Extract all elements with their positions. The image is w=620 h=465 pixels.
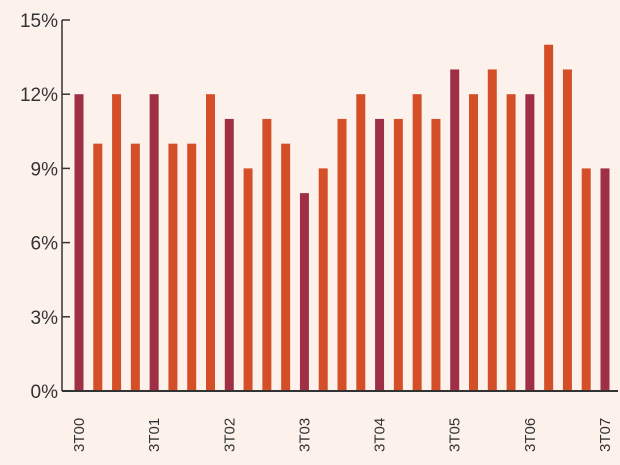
x-tick-label: 3T05 <box>447 418 464 452</box>
bar <box>224 118 234 391</box>
y-tick-label: 6% <box>31 234 59 255</box>
y-axis-ticks: 0% 3% 6% 9% 12% 15% <box>20 11 70 403</box>
bar <box>243 168 253 391</box>
bar <box>112 94 122 391</box>
x-axis-labels: 3T00 3T01 3T02 3T03 3T04 3T05 3T06 3T07 <box>71 418 614 452</box>
y-tick-label: 9% <box>31 159 59 180</box>
x-tick-label: 3T02 <box>221 418 238 452</box>
bar <box>600 168 610 391</box>
x-tick-label: 3T00 <box>71 418 88 452</box>
x-tick-label: 3T03 <box>296 418 313 452</box>
x-tick-label: 3T07 <box>597 418 614 452</box>
bar <box>187 143 197 391</box>
bar <box>130 143 140 391</box>
y-tick-label: 15% <box>20 11 58 32</box>
bar <box>393 118 403 391</box>
bar <box>337 118 347 391</box>
bar <box>74 94 84 391</box>
bar <box>431 118 441 391</box>
bar <box>450 69 460 391</box>
bar <box>299 193 309 391</box>
x-tick-label: 3T06 <box>522 418 539 452</box>
bar <box>412 94 422 391</box>
bar <box>487 69 497 391</box>
bar <box>93 143 103 391</box>
x-tick-label: 3T04 <box>372 418 389 452</box>
bar <box>506 94 516 391</box>
bar <box>581 168 591 391</box>
bar <box>318 168 328 391</box>
y-tick-label: 12% <box>20 85 58 106</box>
bar <box>262 118 272 391</box>
bars-group <box>74 44 610 391</box>
y-tick-label: 3% <box>31 308 59 329</box>
bar <box>356 94 366 391</box>
bar <box>375 118 385 391</box>
bar <box>149 94 159 391</box>
bar <box>562 69 572 391</box>
y-tick-label: 0% <box>31 382 59 403</box>
bar <box>525 94 535 391</box>
bar <box>469 94 478 391</box>
bar <box>168 143 178 391</box>
x-tick-label: 3T01 <box>146 418 163 452</box>
bar <box>281 143 291 391</box>
bar <box>544 44 554 391</box>
bar <box>206 94 215 391</box>
